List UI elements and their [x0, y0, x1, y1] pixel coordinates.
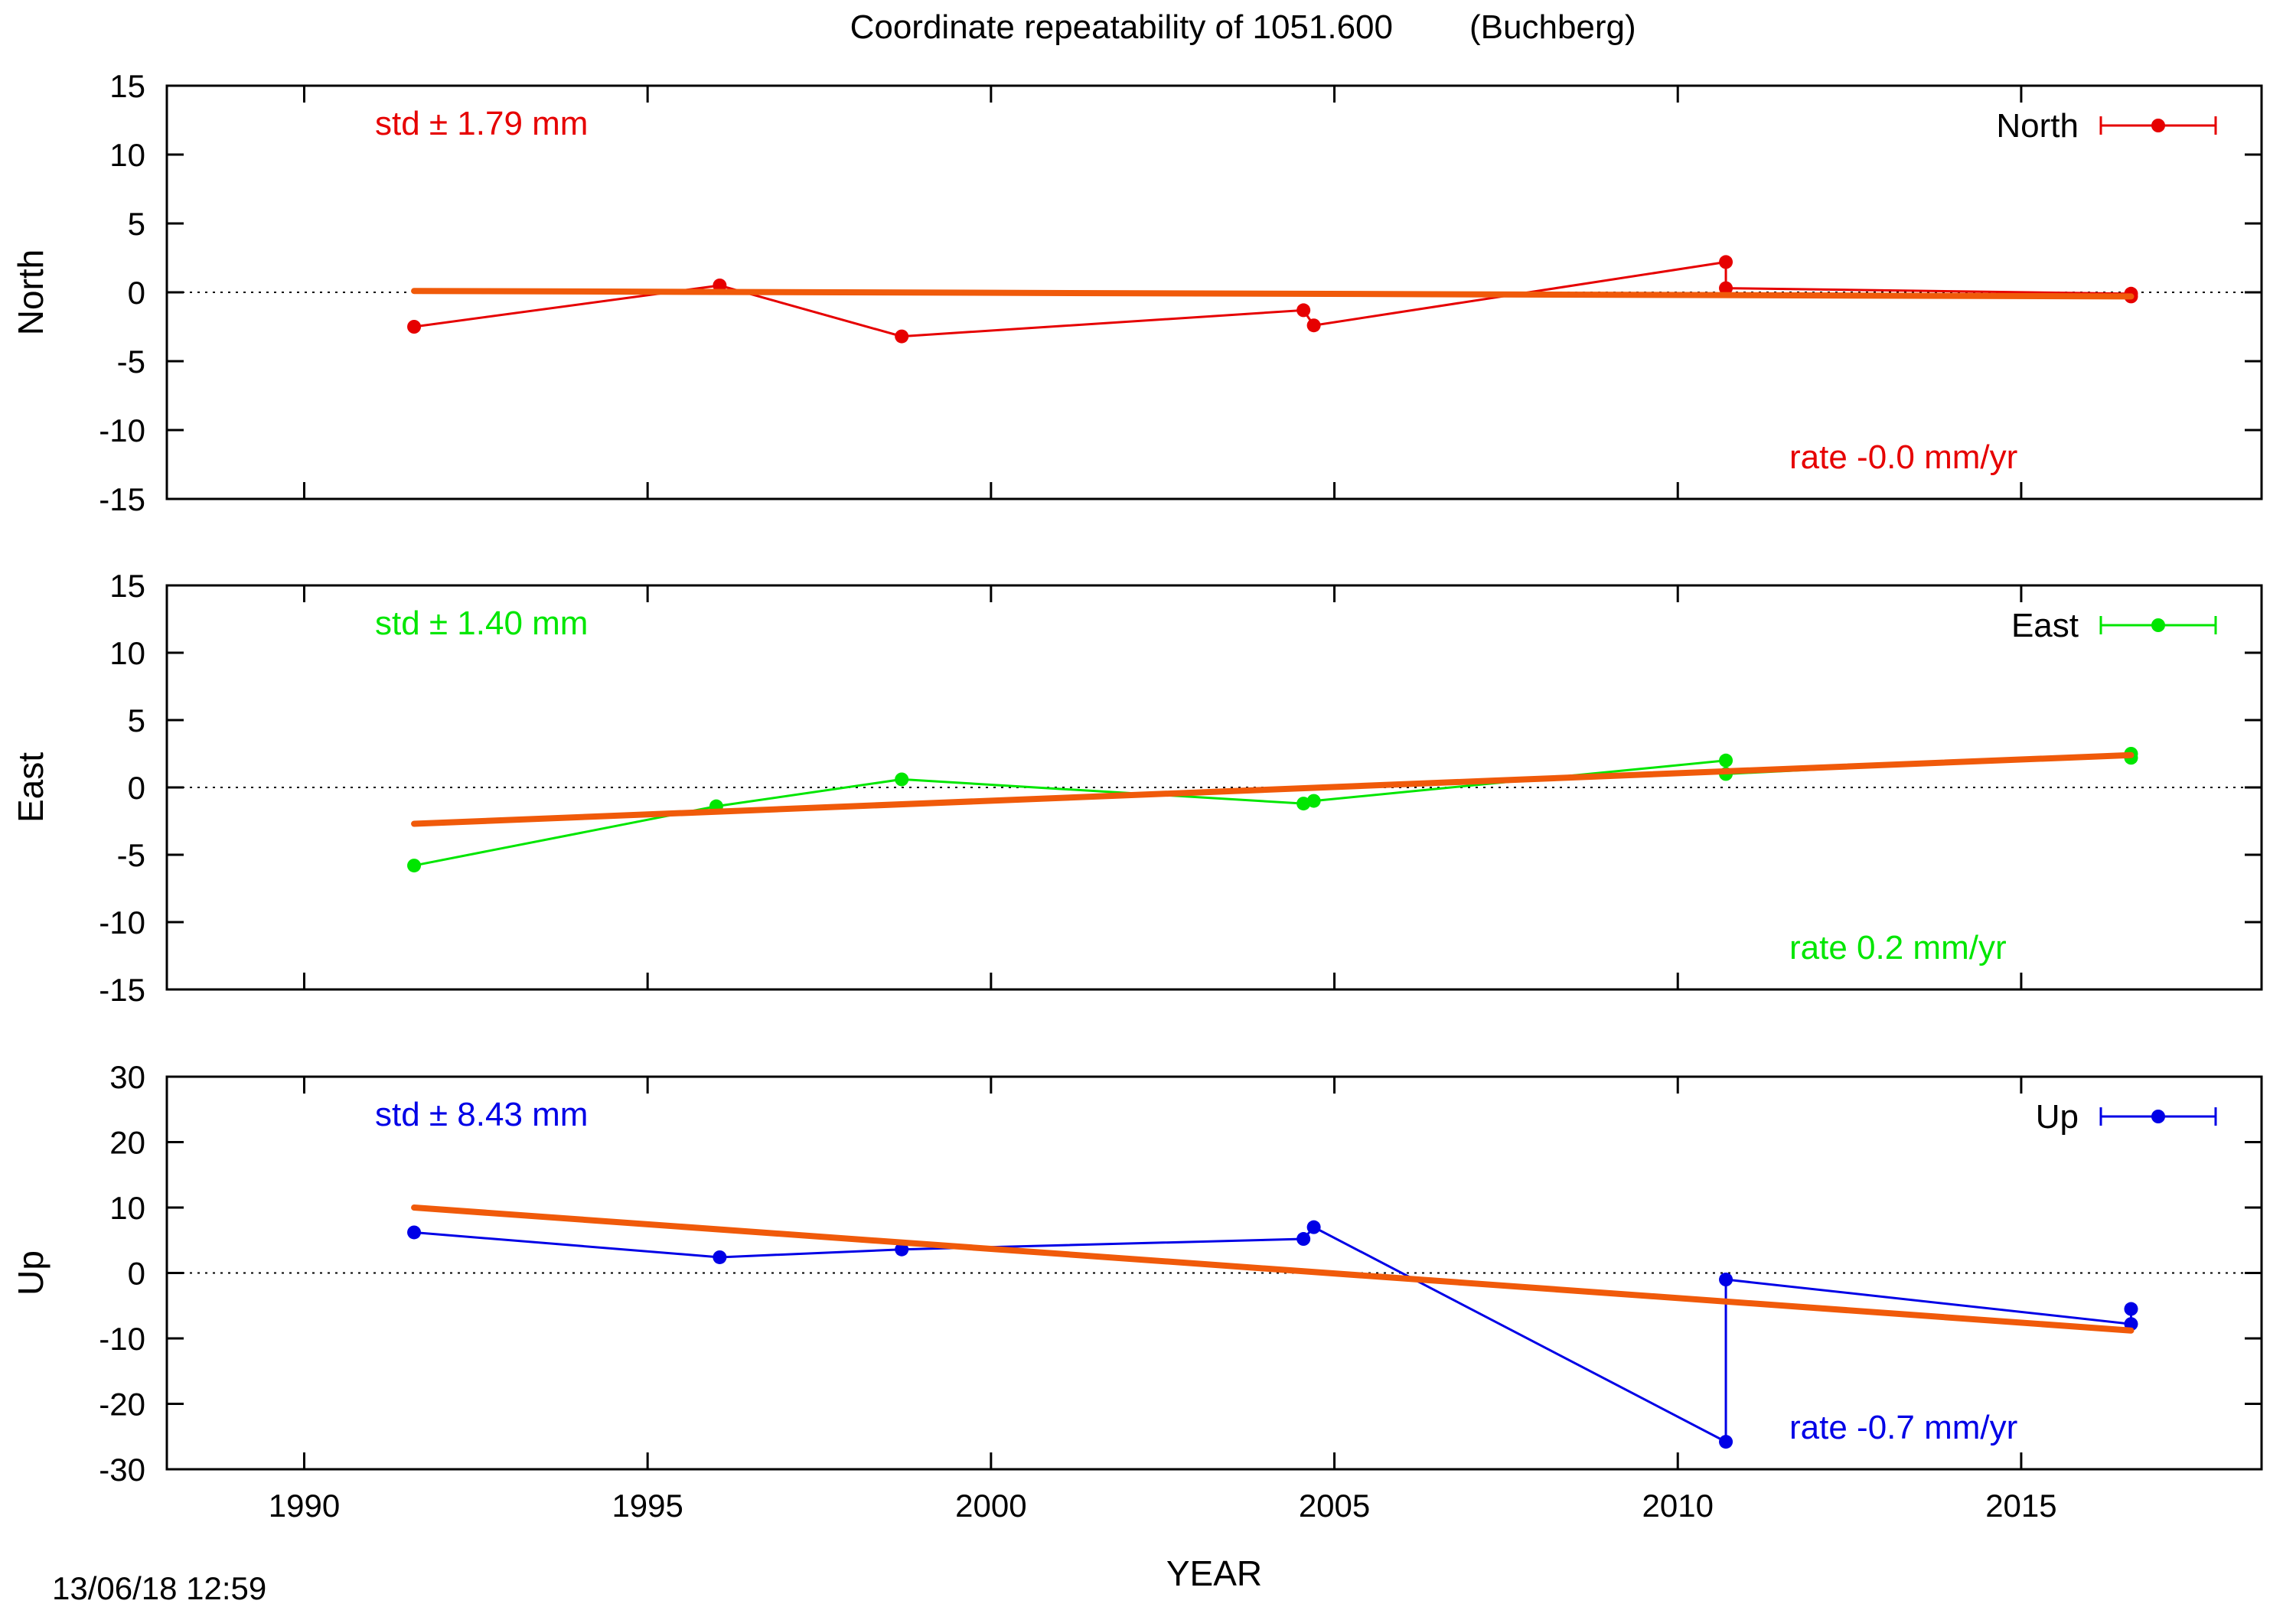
x-axis-label: YEAR: [1166, 1553, 1262, 1593]
data-point: [1296, 303, 1311, 318]
y-tick-label: 10: [109, 1190, 145, 1226]
legend-label: Up: [2036, 1098, 2079, 1136]
y-tick-label: 15: [109, 68, 145, 104]
x-tick-label: 1995: [612, 1488, 683, 1524]
data-point: [1306, 318, 1321, 333]
x-tick-label: 2000: [955, 1488, 1026, 1524]
plot-frame: [165, 584, 2263, 991]
legend-label: East: [2011, 607, 2079, 644]
data-point: [1719, 753, 1733, 768]
y-tick-label: -20: [99, 1387, 145, 1423]
panel-north: 15 10 5 0 -5 -10 -15 North std ± 1.79 mm rate -0.…: [11, 68, 2263, 517]
trend-line: [411, 751, 2135, 827]
y-tick-label: -10: [99, 905, 145, 940]
data-point: [895, 1242, 909, 1257]
panel-east: 15 10 5 0 -5 -10 -15 East std ± 1.40 mm rate 0.2 …: [11, 568, 2263, 1008]
data-point: [1719, 281, 1733, 295]
legend-label: North: [1996, 107, 2079, 145]
trend-line: [411, 288, 2135, 300]
y-tick-label: 5: [128, 702, 145, 738]
legend-marker: [2151, 1110, 2165, 1123]
data-point: [1296, 1232, 1311, 1247]
legend-marker: [2151, 618, 2165, 632]
std-label: std ± 1.40 mm: [375, 605, 588, 642]
legend-marker: [2151, 119, 2165, 132]
plot-frame: [165, 84, 2263, 500]
data-point: [1296, 797, 1311, 811]
footer-timestamp: 13/06/18 12:59: [52, 1570, 266, 1606]
data-point: [407, 1225, 422, 1240]
y-tick-label: 20: [109, 1125, 145, 1161]
data-point: [407, 320, 422, 334]
y-tick-label: 10: [109, 137, 145, 173]
y-axis-label: Up: [11, 1250, 51, 1296]
data-point: [895, 329, 909, 344]
y-tick-label: 0: [128, 275, 145, 311]
y-tick-label: 5: [128, 206, 145, 242]
rate-label: rate 0.2 mm/yr: [1789, 929, 2007, 966]
y-tick-label: -15: [99, 972, 145, 1008]
y-tick-label: 0: [128, 1256, 145, 1292]
x-tick-label: 2010: [1642, 1488, 1714, 1524]
y-tick-label: -30: [99, 1452, 145, 1488]
rate-label: rate -0.7 mm/yr: [1789, 1409, 2017, 1446]
std-label: std ± 1.79 mm: [375, 105, 588, 142]
y-tick-label: 10: [109, 635, 145, 671]
figure-title: Coordinate repeatability of 1051.600: [850, 8, 1393, 46]
data-point: [895, 772, 909, 787]
data-point: [2124, 1302, 2138, 1316]
plot-frame: [165, 1075, 2263, 1471]
data-point: [713, 1250, 727, 1264]
y-tick-label: 15: [109, 568, 145, 604]
y-tick-label: -5: [117, 344, 145, 380]
y-axis-label: North: [11, 249, 51, 335]
y-axis-label: East: [11, 752, 51, 823]
data-point: [1306, 1220, 1321, 1234]
station-name: (Buchberg): [1469, 8, 1636, 46]
data-point: [1719, 255, 1733, 269]
data-point: [1719, 1273, 1733, 1287]
y-tick-label: -15: [99, 481, 145, 517]
data-point: [1719, 1435, 1733, 1449]
y-tick-label: 0: [128, 770, 145, 806]
x-tick-label: 2015: [1985, 1488, 2056, 1524]
std-label: std ± 8.43 mm: [375, 1096, 588, 1133]
data-point: [1306, 794, 1321, 808]
x-tick-label: 1990: [269, 1488, 340, 1524]
y-tick-label: -10: [99, 1321, 145, 1357]
x-tick-label: 2005: [1299, 1488, 1370, 1524]
data-point: [407, 859, 422, 873]
y-tick-label: -5: [117, 837, 145, 873]
rate-label: rate -0.0 mm/yr: [1789, 438, 2017, 476]
panels-group: 15 10 5 0 -5 -10 -15 North std ± 1.79 mm rate -0.…: [11, 68, 2263, 1593]
y-tick-label: 30: [109, 1059, 145, 1095]
trend-line: [411, 1204, 2135, 1334]
y-tick-label: -10: [99, 412, 145, 448]
